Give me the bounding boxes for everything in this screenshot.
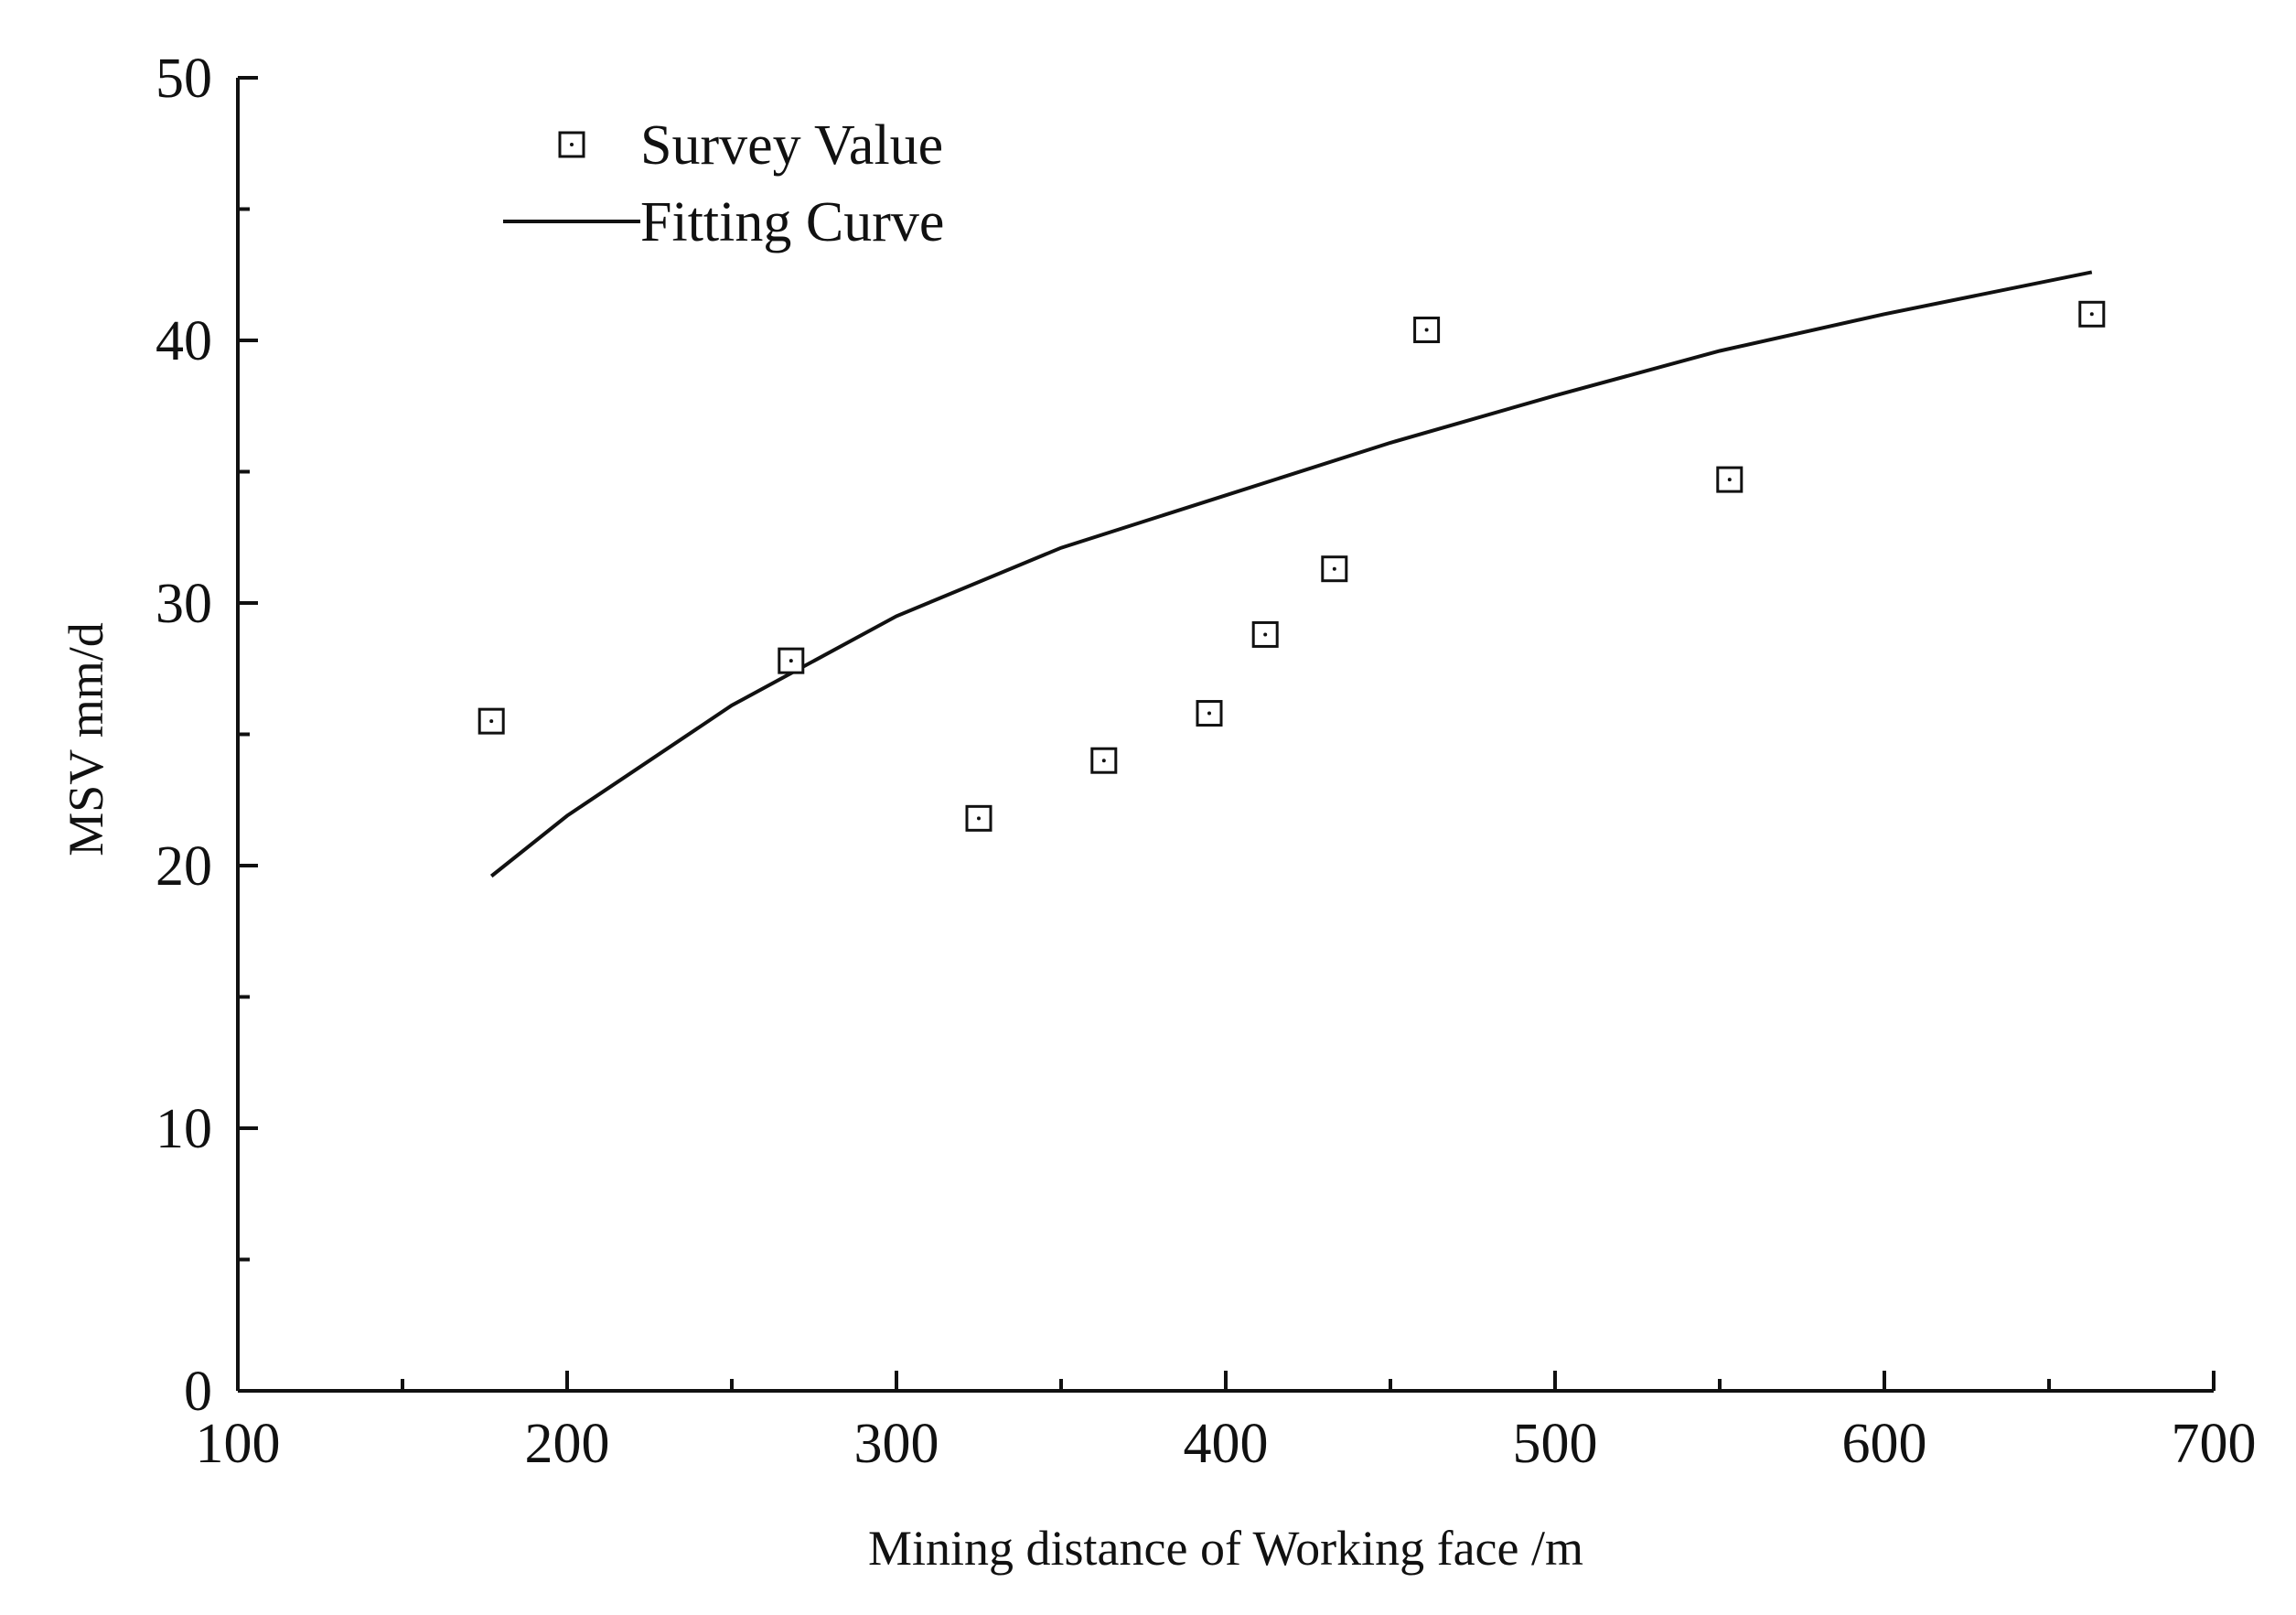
x-tick-label: 200: [525, 1413, 610, 1475]
x-tick-label: 500: [1513, 1413, 1598, 1475]
x-tick-label: 100: [196, 1413, 281, 1475]
survey-point-center-dot: [2089, 312, 2094, 317]
survey-point-center-dot: [1207, 711, 1211, 716]
survey-point: [1196, 700, 1223, 727]
x-tick-label: 400: [1184, 1413, 1269, 1475]
x-tick-label: 700: [2172, 1413, 2257, 1475]
axes: 100 200 300 400 500 600 700 0 10 20 30 40 50: [156, 48, 2257, 1475]
legend: Survey Value Fitting Curve: [503, 114, 944, 253]
y-tick-label: 30: [156, 573, 212, 635]
y-tick-label: 20: [156, 835, 212, 898]
survey-point: [965, 804, 992, 832]
survey-point: [477, 707, 505, 735]
legend-label: Fitting Curve: [640, 191, 944, 253]
survey-point-center-dot: [977, 816, 981, 821]
survey-point-center-dot: [1727, 478, 1732, 482]
survey-point: [1413, 317, 1441, 344]
y-tick-label: 10: [156, 1098, 212, 1160]
survey-point: [2078, 300, 2106, 328]
legend-square-center-dot: [570, 143, 574, 146]
fitting-curve-layer: [489, 270, 2093, 878]
survey-point-center-dot: [1332, 566, 1336, 571]
survey-points-layer: [477, 300, 2106, 832]
y-tick-label: 0: [184, 1361, 212, 1423]
legend-label: Survey Value: [640, 114, 943, 177]
y-tick-label: 40: [156, 310, 212, 372]
x-axis-title: Mining distance of Working face /m: [868, 1521, 1583, 1576]
survey-point-center-dot: [489, 719, 494, 724]
fitting-curve-line: [489, 270, 2093, 878]
survey-point-center-dot: [1424, 328, 1429, 332]
x-tick-label: 600: [1842, 1413, 1927, 1475]
survey-point-center-dot: [789, 659, 793, 663]
x-tick-label: 300: [854, 1413, 939, 1475]
survey-point: [778, 647, 805, 674]
y-axis-title: MSV mm/d: [59, 622, 113, 856]
survey-point: [1090, 747, 1118, 774]
survey-point: [1251, 620, 1279, 648]
y-tick-label: 50: [156, 48, 212, 110]
survey-point-center-dot: [1263, 632, 1268, 637]
survey-point: [1716, 466, 1743, 493]
survey-point-center-dot: [1101, 759, 1106, 763]
survey-point: [1321, 555, 1348, 583]
